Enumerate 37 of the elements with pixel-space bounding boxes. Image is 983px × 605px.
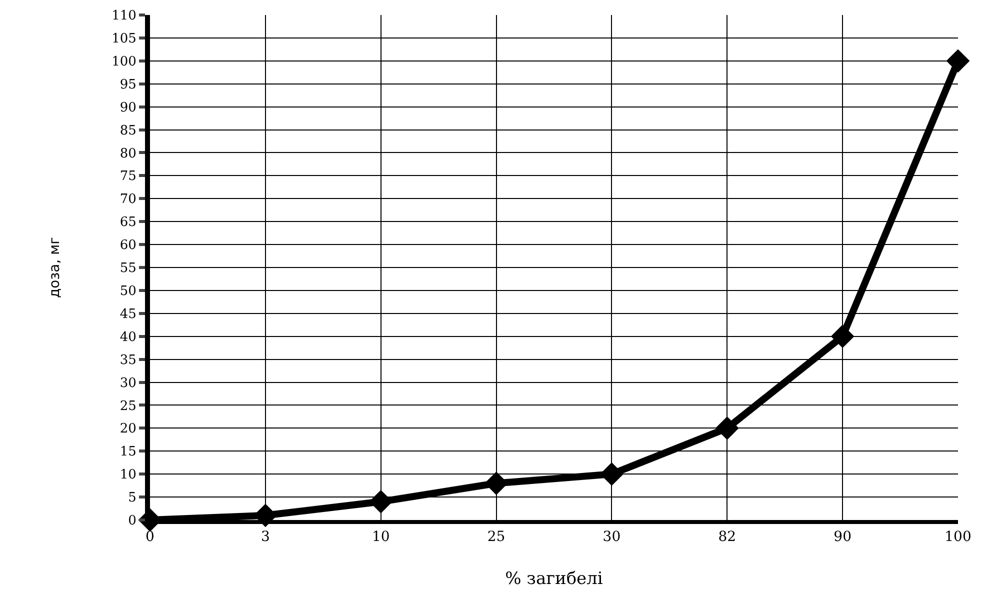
y-tick-label: 95 [120,77,136,92]
x-tick-label: 30 [602,528,621,545]
x-tick-label: 82 [718,528,736,545]
x-tick-label: 25 [487,528,506,545]
y-tick-label: 65 [120,215,136,230]
y-tick-label: 50 [120,284,136,299]
y-tick-label: 105 [112,32,136,46]
y-tick-label: 40 [120,330,136,345]
y-tick-label: 45 [120,306,136,322]
y-tick-label: 55 [120,261,136,276]
y-axis-title: доза, мг [47,236,64,298]
y-tick-label: 0 [128,514,136,529]
x-tick-label: 90 [834,528,852,545]
y-tick-label: 10 [120,468,136,483]
y-tick-label: 85 [120,123,136,138]
y-tick-label: 60 [120,238,136,254]
y-tick-label: 100 [112,54,136,70]
y-tick-label: 70 [120,192,136,208]
y-tick-label: 15 [120,444,136,460]
point [946,49,970,73]
x-axis-title: % загибелі [505,569,604,589]
x-tick-label: 0 [146,528,154,545]
y-tick-label: 110 [112,8,136,24]
y-tick-label: 80 [120,146,136,162]
x-tick-label: 10 [372,528,390,545]
point [715,416,739,440]
y-tick-label: 35 [120,352,136,368]
y-tick-label: 25 [120,398,136,414]
x-tick-label: 3 [260,528,270,545]
y-tick-label: 30 [120,376,136,391]
y-tick-label: 5 [128,490,136,506]
point [369,490,393,514]
y-tick-label: 75 [120,169,136,184]
point [830,324,854,348]
x-tick-label: 100 [944,528,972,545]
y-tick-label: 90 [120,100,136,116]
y-tick-label: 20 [120,422,136,437]
